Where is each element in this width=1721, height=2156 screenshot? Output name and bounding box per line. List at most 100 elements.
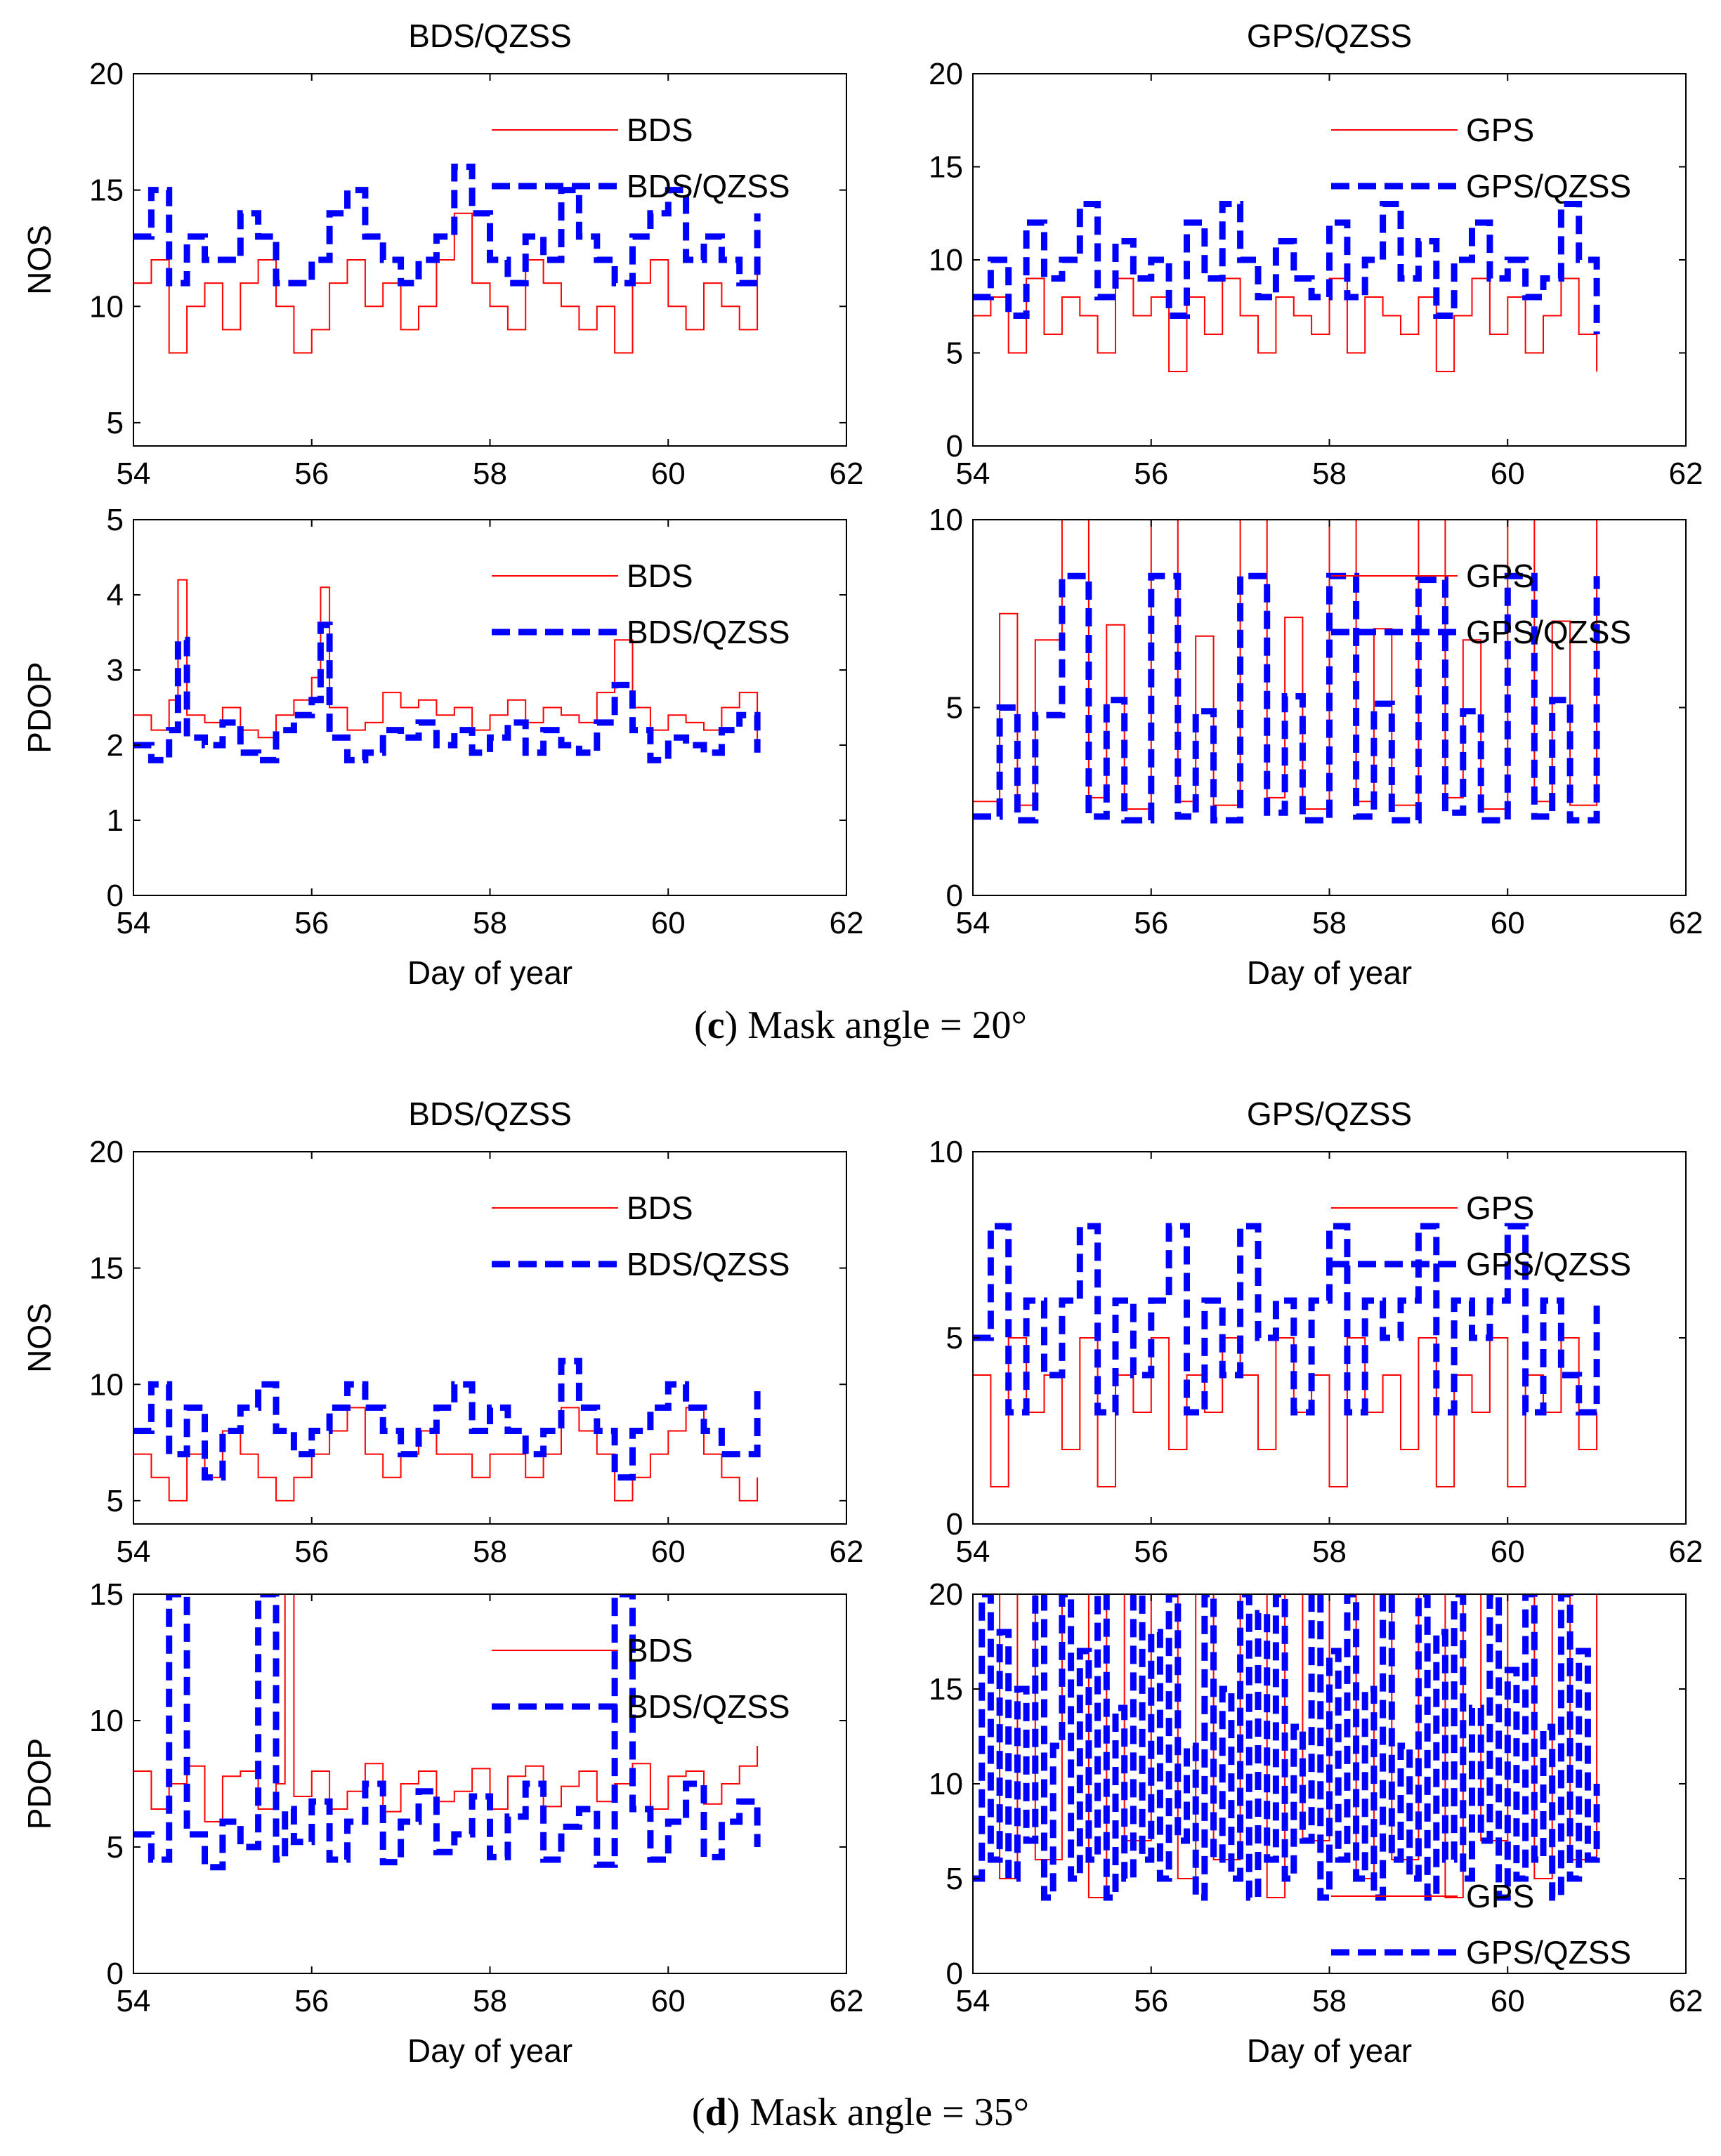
y-tick-label: 15 [89, 1577, 124, 1612]
x-tick-label: 62 [830, 1984, 864, 2018]
legend-label-bds: BDS [627, 558, 693, 594]
panel-title: BDS/QZSS [408, 1096, 572, 1132]
x-tick-label: 56 [294, 906, 329, 940]
y-tick-label: 15 [89, 1251, 124, 1286]
series-line-gps-qzss [973, 1223, 1600, 1416]
caption-c-text: Mask angle = 20° [738, 1004, 1027, 1047]
x-tick-label: 60 [651, 1534, 686, 1569]
x-tick-label: 58 [1312, 1534, 1347, 1569]
legend-label-gps-qzss: GPS/QZSS [1466, 614, 1631, 650]
panel-title: GPS/QZSS [1247, 18, 1412, 54]
legend: BDS BDS/QZSS [492, 112, 790, 204]
series-line-gps [973, 1337, 1598, 1487]
x-axis-label: Day of year [407, 2032, 572, 2069]
y-tick-label: 5 [946, 691, 963, 725]
x-tick-label: 60 [1491, 1984, 1525, 2018]
x-tick-label: 60 [651, 906, 686, 940]
series-line-bds [133, 579, 759, 745]
y-axis-label: PDOP [21, 662, 58, 753]
y-tick-label: 5 [946, 1862, 963, 1896]
x-tick-label: 62 [1669, 1534, 1703, 1569]
legend-label-gps: GPS [1466, 1190, 1534, 1226]
x-tick-label: 60 [651, 456, 686, 491]
x-tick-label: 58 [473, 1534, 507, 1569]
x-tick-label: 62 [1669, 456, 1703, 491]
x-tick-label: 58 [473, 1984, 507, 2018]
series-line-gps-qzss [973, 572, 1600, 824]
y-tick-label: 0 [946, 1957, 963, 1991]
legend-label-gps-qzss: GPS/QZSS [1466, 168, 1631, 204]
legend: BDS BDS/QZSS [492, 1632, 790, 1725]
plot-area [973, 520, 1600, 824]
legend-label-bds-qzss: BDS/QZSS [627, 1688, 790, 1725]
caption-d: (d) Mask angle = 35° [692, 2091, 1029, 2134]
series-line-gps [973, 277, 1598, 372]
x-tick-label: 56 [1134, 456, 1168, 491]
panel-title: BDS/QZSS [408, 18, 572, 54]
panel-d-nos-gps: 54 56 58 60 62 0 5 10 GPS/QZSS GPS GPS/QZSS [929, 1096, 1703, 1569]
x-tick-label: 62 [1669, 1984, 1703, 2018]
x-tick-label: 62 [1669, 906, 1703, 940]
y-tick-label: 10 [929, 1135, 963, 1169]
x-tick-label: 56 [294, 456, 329, 491]
y-tick-label: 15 [89, 173, 124, 208]
panel-c-nos-gps: 54 56 58 60 62 0 5 10 15 20 GPS/QZSS GPS GPS/QZSS [929, 18, 1703, 491]
y-tick-label: 3 [107, 653, 124, 688]
series-line-bds [133, 1407, 759, 1501]
caption-d-label: d [705, 2091, 727, 2134]
y-tick-label: 20 [89, 57, 124, 91]
y-tick-label: 10 [89, 289, 124, 324]
plot-area [133, 164, 761, 354]
y-tick-label: 5 [946, 336, 963, 371]
panel-c-nos-bds: 54 56 58 60 62 5 10 15 20 BDS/QZSS NOS BDS BDS/QZSS [21, 18, 863, 491]
x-tick-label: 54 [117, 906, 151, 940]
y-tick-label: 10 [929, 503, 963, 537]
caption-d-text: Mask angle = 35° [740, 2091, 1029, 2134]
legend: GPS GPS/QZSS [1331, 112, 1631, 204]
panel-d-pdop-bds: 54 56 58 60 62 0 5 10 15 Day of year PDOP BDS BDS/QZ… [21, 1577, 863, 2069]
x-tick-label: 58 [473, 456, 507, 491]
x-tick-label: 62 [830, 456, 864, 491]
plot-area [133, 1594, 761, 1871]
legend: BDS BDS/QZSS [492, 1190, 790, 1282]
panel-d-pdop-gps: 54 56 58 60 62 0 5 10 15 20 Day of year GPS GPS/QZSS [929, 1577, 1703, 2069]
y-tick-label: 0 [107, 879, 124, 913]
x-tick-label: 54 [956, 1534, 990, 1569]
x-tick-label: 56 [294, 1534, 329, 1569]
y-tick-label: 5 [107, 1484, 124, 1518]
x-tick-label: 56 [1134, 1534, 1168, 1569]
x-axis-label: Day of year [407, 954, 572, 991]
x-axis-label: Day of year [1247, 2032, 1412, 2069]
plot-area [973, 1594, 1600, 1901]
legend-label-bds: BDS [627, 112, 693, 148]
x-tick-label: 54 [956, 906, 990, 940]
x-tick-label: 54 [956, 1984, 990, 2018]
series-line-bds [133, 212, 759, 354]
panel-c-pdop-gps: 54 56 58 60 62 0 5 10 Day of year GPS GPS/QZSS [929, 503, 1703, 991]
y-tick-label: 20 [89, 1135, 124, 1169]
plot-area [133, 1358, 761, 1501]
x-tick-label: 60 [651, 1984, 686, 2018]
legend: BDS BDS/QZSS [492, 558, 790, 650]
y-axis-label: NOS [21, 1303, 58, 1373]
plot-area [133, 579, 761, 763]
y-tick-label: 0 [946, 1507, 963, 1542]
series-line-gps-qzss [973, 201, 1600, 334]
y-tick-label: 1 [107, 803, 124, 838]
legend-label-bds-qzss: BDS/QZSS [627, 614, 790, 650]
x-tick-label: 60 [1491, 456, 1525, 491]
y-axis-label: PDOP [21, 1738, 58, 1829]
legend-label-gps: GPS [1466, 1878, 1534, 1914]
x-tick-label: 56 [1134, 906, 1168, 940]
panel-title: GPS/QZSS [1247, 1096, 1412, 1132]
x-tick-label: 60 [1491, 906, 1525, 940]
y-tick-label: 10 [89, 1704, 124, 1738]
y-tick-label: 2 [107, 728, 124, 763]
legend-label-gps: GPS [1466, 558, 1534, 594]
plot-area [973, 1223, 1600, 1487]
y-tick-label: 10 [929, 1767, 963, 1801]
x-tick-label: 56 [1134, 1984, 1168, 2018]
x-tick-label: 58 [473, 906, 507, 940]
y-tick-label: 5 [107, 503, 124, 537]
